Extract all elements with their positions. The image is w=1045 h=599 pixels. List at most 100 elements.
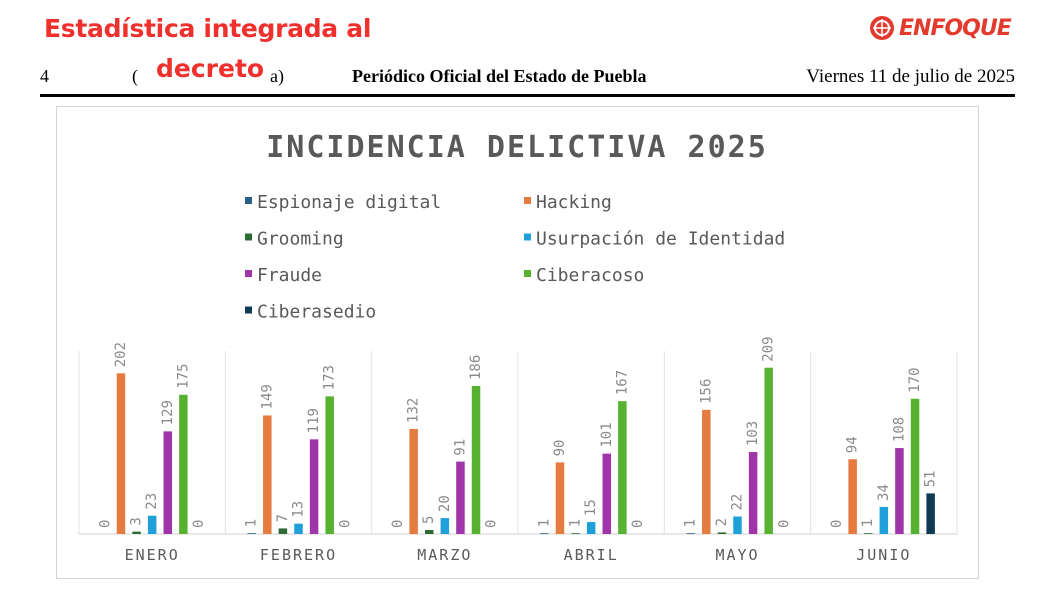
data-label-hacking-junio: 94	[845, 436, 861, 453]
data-label-usurpacion-de-identidad-marzo: 20	[437, 495, 453, 512]
data-label-usurpacion-de-identidad-febrero: 13	[291, 501, 307, 518]
data-label-ciberacoso-marzo: 186	[468, 355, 484, 380]
bar-hacking-marzo	[409, 428, 418, 534]
data-label-usurpacion-de-identidad-mayo: 22	[730, 494, 746, 511]
bar-grooming-enero	[132, 531, 141, 534]
globe-icon	[870, 16, 894, 40]
bar-ciberacoso-marzo	[471, 386, 481, 534]
data-label-hacking-abril: 90	[552, 440, 568, 457]
data-label-grooming-enero: 3	[129, 517, 145, 525]
legend-swatch-ciberasedio	[245, 306, 252, 314]
data-label-usurpacion-de-identidad-enero: 23	[144, 493, 160, 510]
legend-label-fraude: Fraude	[257, 265, 322, 286]
x-tick-label-junio: JUNIO	[856, 546, 911, 564]
bar-usurpacion-de-identidad-abril	[586, 522, 596, 534]
bar-fraude-junio	[895, 448, 904, 534]
legend-label-ciberacoso: Ciberacoso	[536, 265, 644, 286]
bar-grooming-abril	[571, 533, 580, 534]
bar-grooming-marzo	[424, 530, 434, 534]
data-label-fraude-mayo: 103	[745, 421, 761, 446]
header-rule	[40, 94, 1015, 97]
data-label-ciberacoso-mayo: 209	[761, 336, 777, 361]
bar-fraude-abril	[602, 453, 612, 534]
bar-espionaje-digital-febrero	[247, 533, 256, 534]
bar-ciberacoso-junio	[910, 398, 920, 534]
x-tick-label-enero: ENERO	[125, 546, 180, 564]
bar-hacking-abril	[555, 462, 565, 534]
x-tick-label-febrero: FEBRERO	[260, 546, 337, 564]
data-label-ciberacoso-febrero: 173	[322, 365, 338, 390]
headline: Estadística integrada al	[44, 14, 372, 43]
data-label-fraude-marzo: 91	[452, 439, 468, 456]
legend-label-ciberasedio: Ciberasedio	[257, 302, 376, 323]
logo-text: ENFOQUE	[899, 15, 1012, 41]
data-label-hacking-marzo: 132	[406, 398, 422, 423]
legend-swatch-espionaje-digital	[245, 197, 252, 204]
data-label-espionaje-digital-abril: 1	[536, 519, 552, 527]
bar-grooming-mayo	[717, 532, 727, 534]
data-label-grooming-mayo: 2	[714, 518, 730, 526]
chart-panel: INCIDENCIA DELICTIVA 2025 Espionaje digi…	[56, 106, 979, 579]
bar-espionaje-digital-mayo	[686, 533, 695, 534]
data-label-ciberasedio-enero: 0	[191, 520, 207, 528]
chart-title: INCIDENCIA DELICTIVA 2025	[266, 130, 768, 165]
data-label-espionaje-digital-febrero: 1	[244, 519, 260, 527]
bar-ciberacoso-febrero	[325, 396, 334, 534]
data-label-ciberasedio-abril: 0	[630, 520, 646, 528]
publication-name: Periódico Oficial del Estado de Puebla	[352, 66, 647, 86]
page-number: 4	[40, 66, 49, 86]
bar-fraude-mayo	[748, 452, 758, 534]
chart-axes: ENERO FEBRERO MARZO ABRIL MAYO JUNIO	[78, 351, 958, 564]
bar-fraude-febrero	[309, 439, 319, 534]
data-label-ciberasedio-mayo: 0	[776, 520, 792, 528]
x-tick-label-abril: ABRIL	[564, 546, 619, 564]
bar-usurpacion-de-identidad-junio	[879, 506, 889, 534]
data-label-hacking-mayo: 156	[698, 379, 714, 404]
bar-espionaje-digital-abril	[540, 533, 549, 534]
data-label-espionaje-digital-marzo: 0	[390, 520, 406, 528]
legend-swatch-fraude	[245, 270, 252, 277]
x-tick-label-marzo: MARZO	[417, 546, 472, 564]
data-label-grooming-marzo: 5	[421, 516, 437, 524]
headline-continuation: decreto	[152, 54, 269, 83]
enfoque-logo: ENFOQUE	[868, 14, 1012, 42]
paren-right: a)	[270, 66, 284, 86]
bar-grooming-junio	[863, 533, 873, 534]
bar-usurpacion-de-identidad-marzo	[440, 518, 450, 534]
chart-legend: Espionaje digital Hacking Grooming Usurpaci…	[245, 192, 785, 323]
data-label-grooming-junio: 1	[860, 519, 876, 527]
bar-hacking-junio	[848, 459, 857, 534]
bar-fraude-marzo	[456, 461, 465, 534]
data-label-grooming-febrero: 7	[275, 514, 291, 522]
data-label-ciberacoso-enero: 175	[175, 363, 191, 388]
data-label-fraude-junio: 108	[891, 417, 907, 442]
bar-usurpacion-de-identidad-enero	[147, 515, 157, 534]
data-label-espionaje-digital-enero: 0	[97, 520, 113, 528]
data-label-ciberasedio-febrero: 0	[337, 520, 353, 528]
legend-swatch-hacking	[524, 197, 531, 204]
legend-label-usurpacion-de-identidad: Usurpación de Identidad	[536, 229, 785, 250]
legend-label-hacking: Hacking	[536, 192, 612, 213]
legend-swatch-ciberacoso	[524, 270, 531, 277]
data-label-ciberasedio-junio: 51	[923, 471, 939, 488]
paren-left: (	[132, 66, 138, 86]
bar-ciberacoso-mayo	[764, 367, 773, 534]
bar-ciberacoso-abril	[618, 401, 627, 534]
bar-ciberacoso-enero	[179, 394, 188, 534]
data-label-hacking-febrero: 149	[259, 384, 275, 409]
data-label-espionaje-digital-mayo: 1	[683, 519, 699, 527]
data-label-usurpacion-de-identidad-abril: 15	[583, 499, 599, 516]
data-label-ciberacoso-junio: 170	[907, 367, 923, 392]
x-tick-label-mayo: MAYO	[715, 546, 759, 564]
legend-label-grooming: Grooming	[257, 229, 344, 250]
data-label-ciberacoso-abril: 167	[614, 370, 630, 395]
data-label-ciberasedio-marzo: 0	[484, 520, 500, 528]
bar-usurpacion-de-identidad-mayo	[733, 516, 742, 534]
bar-ciberasedio-junio	[926, 493, 935, 534]
data-label-usurpacion-de-identidad-junio: 34	[876, 484, 892, 501]
bar-usurpacion-de-identidad-febrero	[294, 523, 303, 534]
legend-label-espionaje-digital: Espionaje digital	[257, 192, 441, 213]
data-label-espionaje-digital-junio: 0	[829, 520, 845, 528]
bar-hacking-febrero	[263, 415, 272, 534]
